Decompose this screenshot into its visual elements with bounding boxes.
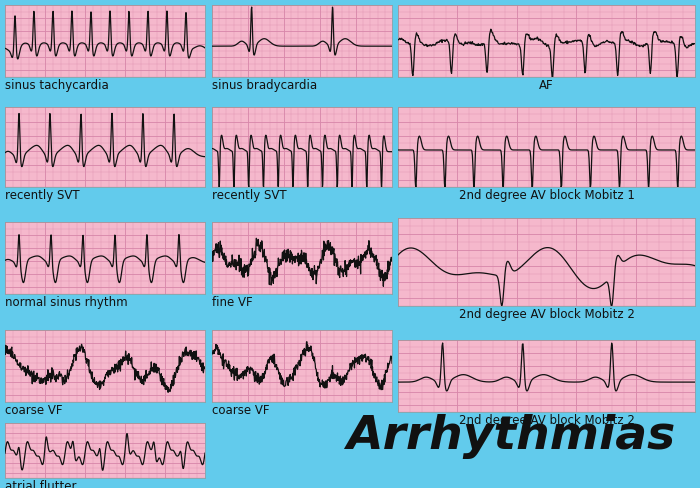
Text: Arrhythmias: Arrhythmias bbox=[346, 414, 676, 459]
Text: fine VF: fine VF bbox=[212, 296, 253, 309]
Text: coarse VF: coarse VF bbox=[5, 404, 62, 417]
Text: 2nd degree AV block Mobitz 1: 2nd degree AV block Mobitz 1 bbox=[458, 189, 634, 202]
Text: sinus tachycardia: sinus tachycardia bbox=[5, 79, 108, 92]
Text: coarse VF: coarse VF bbox=[212, 404, 270, 417]
Text: 2nd degree AV block Mobitz 2: 2nd degree AV block Mobitz 2 bbox=[458, 414, 634, 427]
Text: normal sinus rhythm: normal sinus rhythm bbox=[5, 296, 127, 309]
Text: 2nd degree AV block Mobitz 2: 2nd degree AV block Mobitz 2 bbox=[458, 308, 634, 321]
Text: recently SVT: recently SVT bbox=[212, 189, 286, 202]
Text: AF: AF bbox=[539, 79, 554, 92]
Text: sinus bradycardia: sinus bradycardia bbox=[212, 79, 317, 92]
Text: recently SVT: recently SVT bbox=[5, 189, 80, 202]
Text: atrial flutter: atrial flutter bbox=[5, 480, 76, 488]
